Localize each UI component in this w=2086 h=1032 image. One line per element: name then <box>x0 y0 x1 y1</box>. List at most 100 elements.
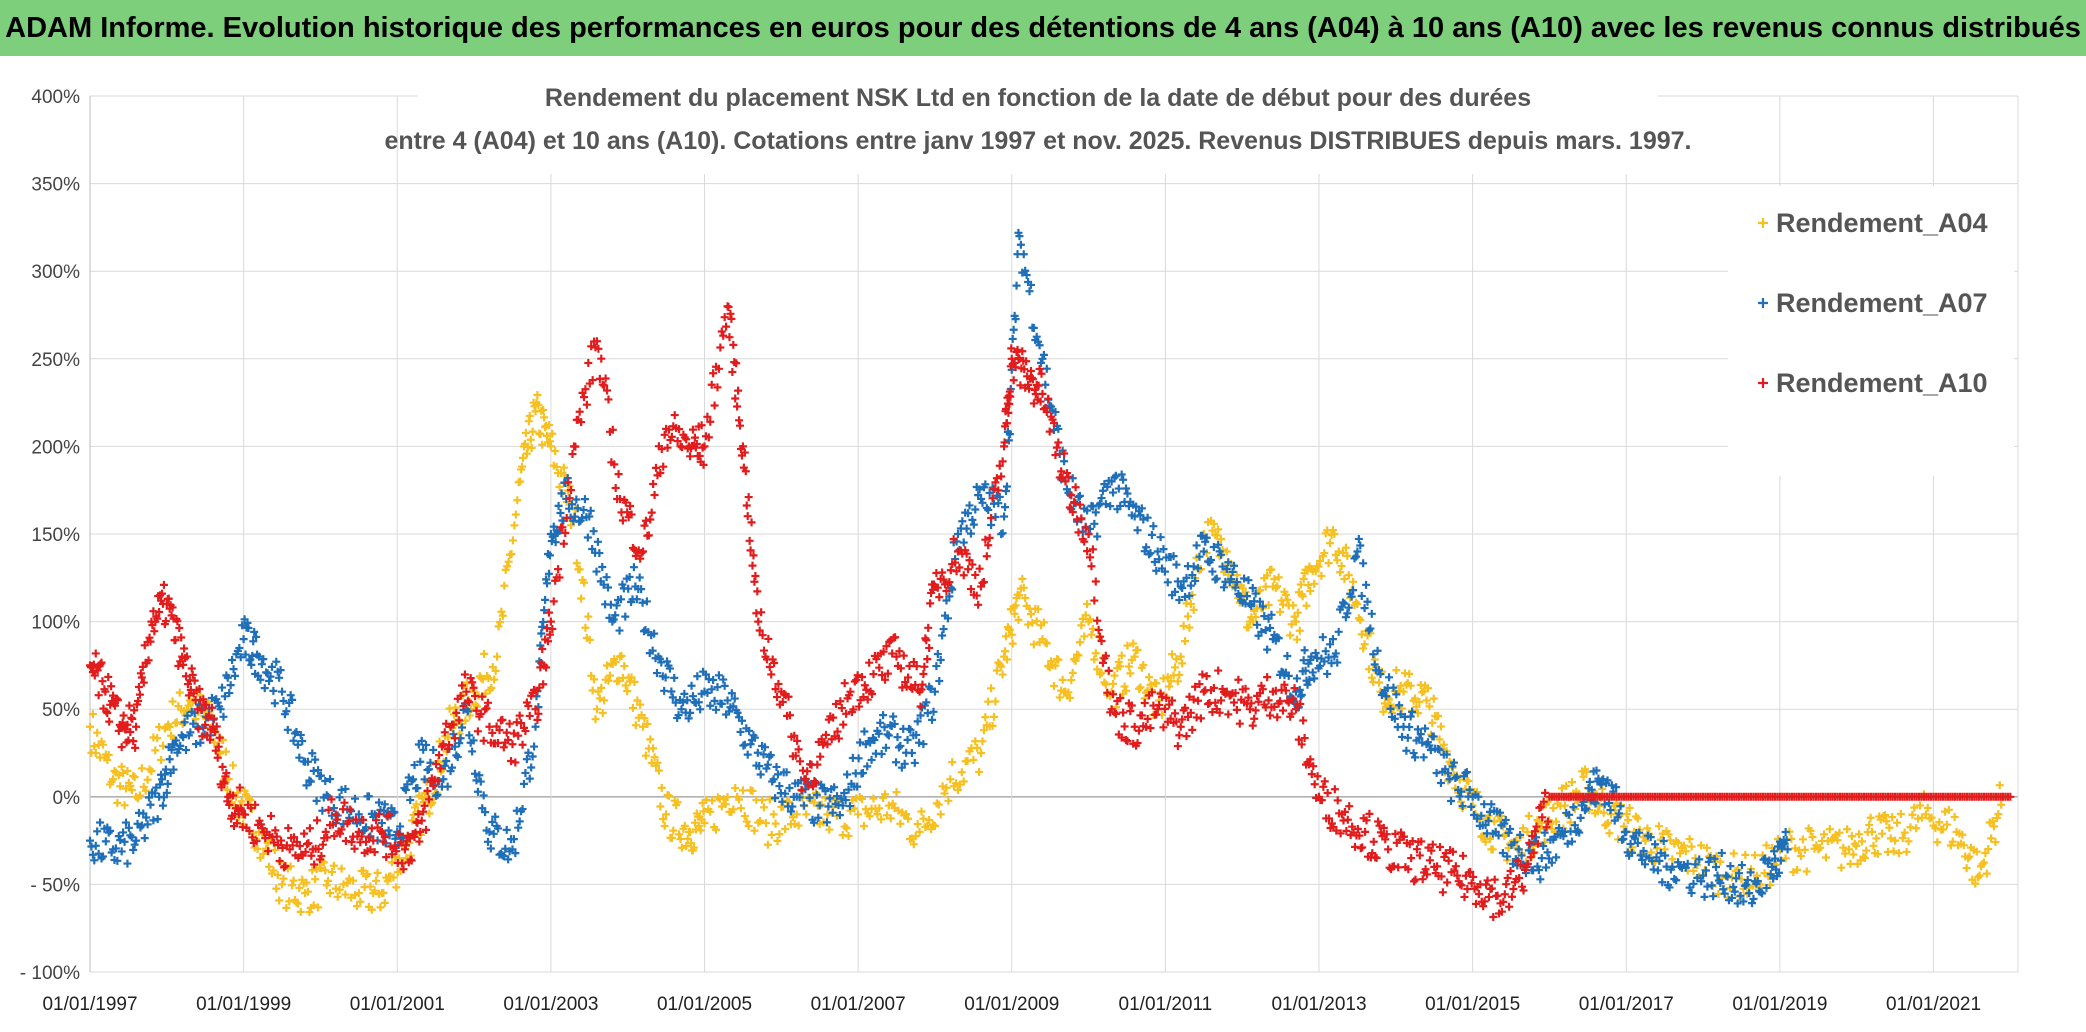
data-point <box>637 585 646 594</box>
data-point <box>1653 866 1662 875</box>
data-point <box>586 506 595 515</box>
data-point <box>974 600 983 609</box>
data-point <box>1323 788 1332 797</box>
data-point <box>743 750 752 759</box>
data-point <box>664 791 673 800</box>
data-point <box>246 804 255 813</box>
data-point <box>581 623 590 632</box>
data-point <box>1921 810 1930 819</box>
data-point <box>270 699 279 708</box>
legend-marker <box>1758 298 1768 308</box>
data-point <box>1145 550 1154 559</box>
data-point <box>979 726 988 735</box>
data-point <box>276 666 285 675</box>
data-point <box>333 892 342 901</box>
data-point <box>186 728 195 737</box>
data-point <box>1375 821 1384 830</box>
data-point <box>177 633 186 642</box>
data-point <box>354 810 363 819</box>
data-point <box>751 572 760 581</box>
data-point <box>1749 894 1758 903</box>
data-point <box>269 866 278 875</box>
data-point <box>1939 825 1948 834</box>
data-point <box>416 757 425 766</box>
data-point <box>216 749 225 758</box>
data-point <box>684 714 693 723</box>
data-point <box>1536 803 1545 812</box>
data-point <box>1234 675 1243 684</box>
data-point <box>1624 816 1633 825</box>
data-point <box>396 822 405 831</box>
data-point <box>90 742 99 751</box>
data-point <box>1732 874 1741 883</box>
data-point <box>1802 867 1811 876</box>
data-point <box>1318 633 1327 642</box>
data-point <box>296 907 305 916</box>
data-point <box>745 536 754 545</box>
data-point <box>978 737 987 746</box>
data-point <box>1035 341 1044 350</box>
data-point <box>840 788 849 797</box>
data-point <box>311 875 320 884</box>
data-point <box>156 780 165 789</box>
data-point <box>277 836 286 845</box>
data-point <box>543 637 552 646</box>
data-point <box>1208 526 1217 535</box>
data-point <box>469 683 478 692</box>
data-point <box>1382 830 1391 839</box>
data-point <box>1460 892 1469 901</box>
data-point <box>1215 708 1224 717</box>
data-point <box>1116 694 1125 703</box>
data-point <box>190 676 199 685</box>
data-point <box>1463 885 1472 894</box>
data-point <box>488 728 497 737</box>
data-point <box>1080 537 1089 546</box>
data-point <box>1057 467 1066 476</box>
data-point <box>1440 852 1449 861</box>
data-point <box>288 881 297 890</box>
data-point <box>1485 834 1494 843</box>
data-point <box>329 861 338 870</box>
data-point <box>1093 532 1102 541</box>
data-point <box>132 722 141 731</box>
data-point <box>1074 528 1083 537</box>
data-point <box>1508 892 1516 901</box>
data-point <box>1340 599 1349 608</box>
data-point <box>1029 399 1038 408</box>
data-point <box>792 810 801 819</box>
data-point <box>1683 859 1692 868</box>
data-point <box>757 608 766 617</box>
data-point <box>1351 842 1360 851</box>
data-point <box>623 508 632 517</box>
data-point <box>1334 627 1343 636</box>
data-point <box>1097 494 1106 503</box>
data-point <box>1413 709 1422 718</box>
data-point <box>1117 651 1126 660</box>
data-point <box>123 859 132 868</box>
data-point <box>1425 702 1434 711</box>
data-point <box>449 720 458 729</box>
data-point <box>182 745 191 754</box>
data-point <box>1771 854 1780 863</box>
data-point <box>330 831 339 840</box>
data-point <box>184 691 193 700</box>
data-point <box>1341 543 1350 552</box>
data-point <box>838 801 847 810</box>
data-point <box>995 492 1004 501</box>
data-point <box>1979 858 1988 867</box>
data-point <box>729 340 738 349</box>
data-point <box>509 729 518 738</box>
data-point <box>1713 871 1722 880</box>
data-point <box>706 417 715 426</box>
data-point <box>429 782 438 791</box>
data-point <box>926 599 935 608</box>
data-point <box>551 447 560 456</box>
data-point <box>1421 865 1430 874</box>
data-point <box>1001 503 1010 512</box>
data-point <box>979 577 988 586</box>
data-point <box>331 884 340 893</box>
data-point <box>1600 800 1609 809</box>
data-point <box>341 890 350 899</box>
data-point <box>1093 616 1102 625</box>
data-point <box>1283 595 1292 604</box>
